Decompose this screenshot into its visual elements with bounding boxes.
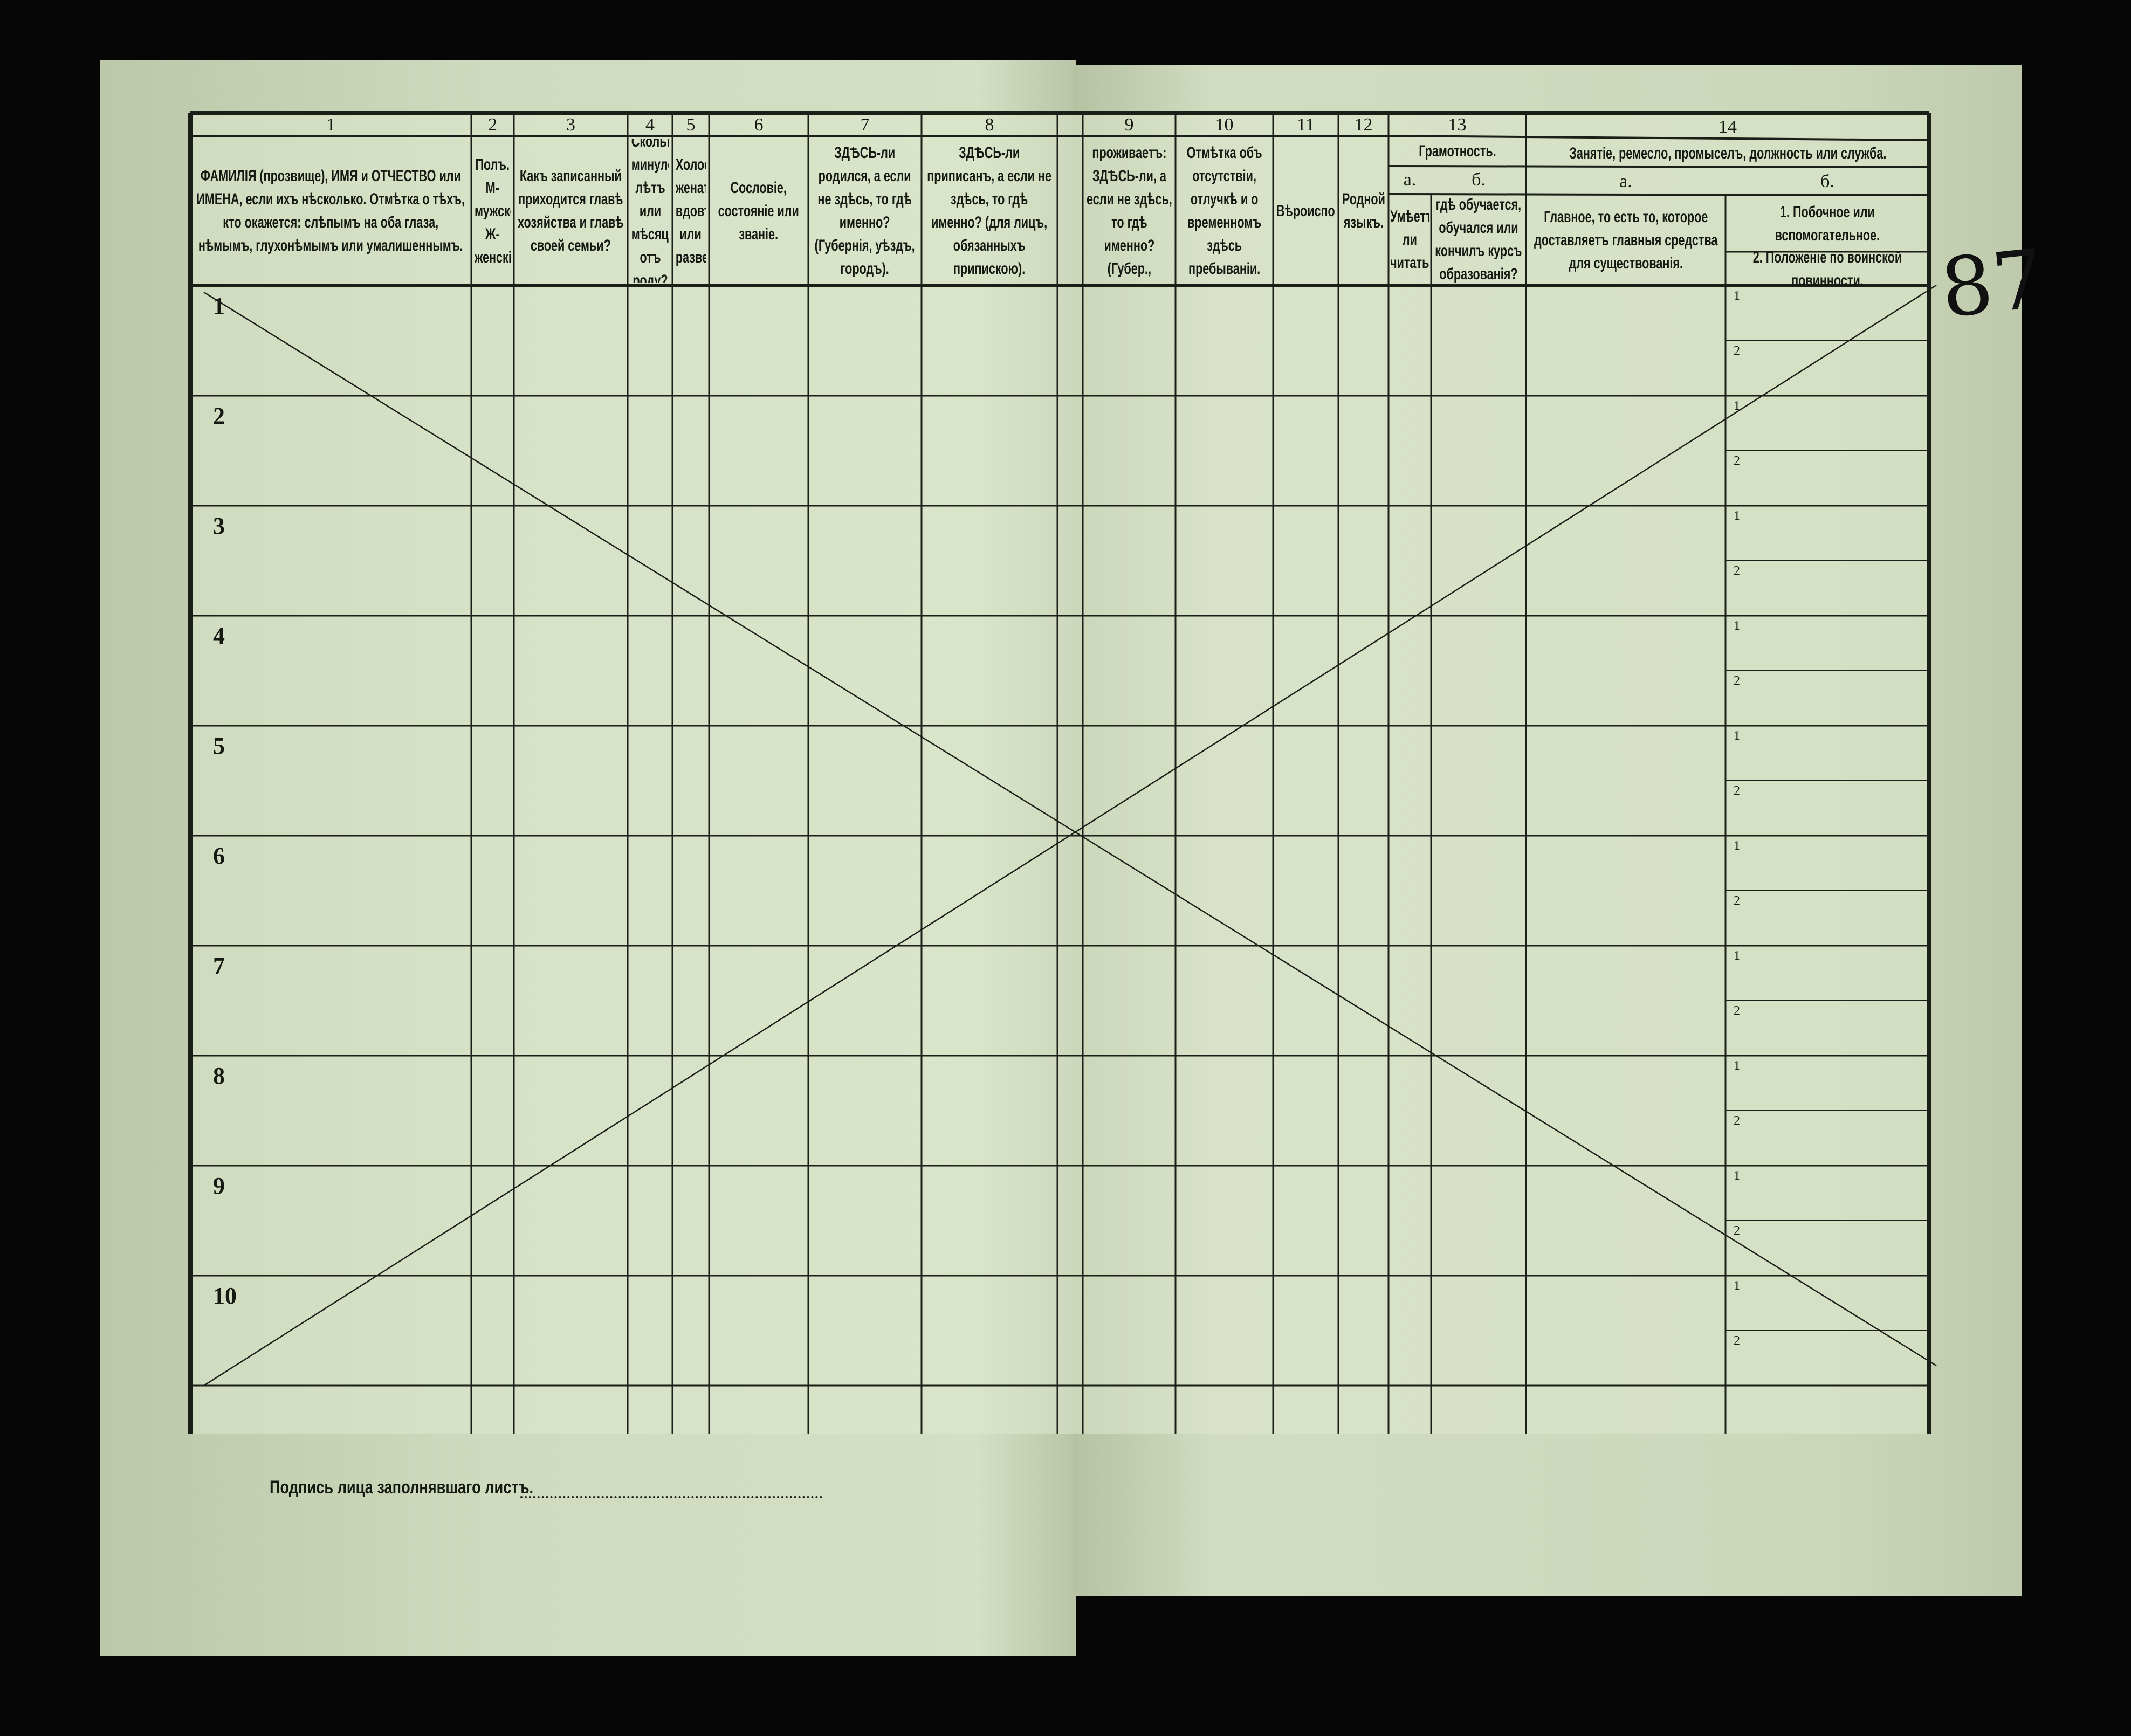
row-sub-label-2: 2 xyxy=(1734,894,1740,908)
row-sub-label-1: 1 xyxy=(1734,949,1740,963)
row-sub-label-1: 1 xyxy=(1734,1169,1740,1183)
row-number: 9 xyxy=(213,1173,225,1199)
column-header-3: Какъ записанный приходится главѣ хозяйст… xyxy=(517,139,624,283)
row-sub-label-2: 2 xyxy=(1734,1334,1740,1348)
column-number-13: 13 xyxy=(1448,115,1467,135)
handwritten-sheet-number: 87 xyxy=(1936,232,2049,336)
row-sub-label-2: 2 xyxy=(1734,674,1740,688)
row-number: 1 xyxy=(213,293,225,319)
row-number: 3 xyxy=(213,513,225,539)
column-header-9: Гдѣ обыкновенно проживаетъ: ЗДѢСЬ-ли, а … xyxy=(1086,139,1172,283)
column-header-10: Отмѣтка объ отсутствіи, отлучкѣ и о врем… xyxy=(1179,139,1270,283)
row-number: 6 xyxy=(213,843,225,869)
column-header-14b2: 2. Положеніе по воинской повинности. xyxy=(1728,252,1927,286)
column-header-11-text: Вѣроисповѣданіе. xyxy=(1276,202,1335,220)
column-header-5: Холостъ, женатъ, вдовъ или разведенъ. xyxy=(676,139,706,283)
census-table xyxy=(190,113,1929,1434)
signature-line[interactable] xyxy=(520,1496,822,1498)
row-sub-label-1: 1 xyxy=(1734,509,1740,523)
column-header-13a-text: Умѣетъ-ли читать? xyxy=(1390,207,1429,272)
column-header-14b1: 1. Побочное или вспомогательное. xyxy=(1728,196,1927,252)
row-number: 10 xyxy=(213,1283,237,1309)
cancel-cross-line xyxy=(203,291,1937,1367)
column-13a-label: а. xyxy=(1403,170,1417,190)
row-sub-label-1: 1 xyxy=(1734,619,1740,633)
row-sub-label-1: 1 xyxy=(1734,839,1740,853)
column-number-14: 14 xyxy=(1718,117,1737,137)
row-sub-label-1: 1 xyxy=(1734,1059,1740,1073)
row-number: 8 xyxy=(213,1063,225,1089)
column-header-14-title-text: Занятіе, ремесло, промыселъ, должность и… xyxy=(1569,144,1887,162)
column-header-8: ЗДѢСЬ-ли приписанъ, а если не здѣсь, то … xyxy=(925,139,1054,283)
column-header-8-text: ЗДѢСЬ-ли приписанъ, а если не здѣсь, то … xyxy=(927,144,1052,278)
column-number-4: 4 xyxy=(645,115,655,135)
column-header-4-text: Сколько минуло лѣтъ или мѣсяцевъ отъ род… xyxy=(631,139,669,283)
header-group-line xyxy=(1388,165,1930,168)
row-number: 5 xyxy=(213,733,225,759)
column-header-2: Полъ. М-мужской. Ж-женскій. xyxy=(475,139,511,283)
column-number-7: 7 xyxy=(860,115,870,135)
column-number-12: 12 xyxy=(1354,115,1373,135)
column-header-5-text: Холостъ, женатъ, вдовъ или разведенъ. xyxy=(676,155,706,266)
column-number-2: 2 xyxy=(488,115,497,135)
column-number-9: 9 xyxy=(1124,115,1134,135)
column-13b-label: б. xyxy=(1472,170,1486,190)
signature-label: Подпись лица заполнявшаго листъ. xyxy=(270,1477,534,1498)
column-header-13-title: Грамотность. xyxy=(1388,136,1526,166)
column-header-14b2-text: 2. Положеніе по воинской повинности. xyxy=(1752,252,1902,286)
column-header-10-text: Отмѣтка объ отсутствіи, отлучкѣ и о врем… xyxy=(1186,144,1262,278)
row-sub-label-1: 1 xyxy=(1734,399,1740,413)
row-number: 2 xyxy=(213,403,225,429)
column-number-11: 11 xyxy=(1297,115,1315,135)
column-header-14-title: Занятіе, ремесло, промыселъ, должность и… xyxy=(1531,139,1924,167)
column-header-14b1-text: 1. Побочное или вспомогательное. xyxy=(1775,203,1880,244)
column-number-1: 1 xyxy=(326,115,335,135)
column-header-12: Родной языкъ. xyxy=(1342,139,1385,283)
column-number-10: 10 xyxy=(1215,115,1234,135)
row-sub-label-2: 2 xyxy=(1734,344,1740,358)
column-header-13-title-text: Грамотность. xyxy=(1418,142,1496,160)
column-header-12-text: Родной языкъ. xyxy=(1342,190,1385,231)
column-number-6: 6 xyxy=(754,115,764,135)
row-sub-label-2: 2 xyxy=(1734,1224,1740,1238)
column-header-3-text: Какъ записанный приходится главѣ хозяйст… xyxy=(518,167,624,254)
column-header-14a-text: Главное, то есть то, которое доставляетъ… xyxy=(1534,208,1718,272)
column-header-14a: Главное, то есть то, которое доставляетъ… xyxy=(1530,196,1721,284)
row-number: 4 xyxy=(213,623,225,649)
column-14a-label: а. xyxy=(1619,171,1632,191)
header-sub-line xyxy=(1388,193,1930,196)
row-sub-label-1: 1 xyxy=(1734,729,1740,743)
header-number-line xyxy=(1388,135,1930,141)
column-header-6-text: Сословіе, состояніе или званіе. xyxy=(718,178,800,243)
row-number: 7 xyxy=(213,953,225,979)
column-header-7: ЗДѢСЬ-ли родился, а если не здѣсь, то гд… xyxy=(812,139,918,283)
column-header-2-text: Полъ. М-мужской. Ж-женскій. xyxy=(475,155,511,266)
column-header-13b-text: гдѣ обучается, обучался или кончилъ курс… xyxy=(1435,196,1522,283)
column-number-3: 3 xyxy=(566,115,575,135)
column-header-7-text: ЗДѢСЬ-ли родился, а если не здѣсь, то гд… xyxy=(815,144,915,278)
row-sub-label-2: 2 xyxy=(1734,1114,1740,1128)
row-sub-label-2: 2 xyxy=(1734,784,1740,798)
column-header-1: ФАМИЛІЯ (прозвище), ИМЯ и ОТЧЕСТВО или И… xyxy=(194,139,468,283)
cancel-cross-line xyxy=(203,284,1937,1387)
column-header-9-text: Гдѣ обыкновенно проживаетъ: ЗДѢСЬ-ли, а … xyxy=(1086,144,1172,278)
row-sub-label-2: 2 xyxy=(1734,1004,1740,1018)
column-header-13b: гдѣ обучается, обучался или кончилъ курс… xyxy=(1433,195,1524,284)
column-header-11: Вѣроисповѣданіе. xyxy=(1276,139,1335,283)
column-header-1-text: ФАМИЛІЯ (прозвище), ИМЯ и ОТЧЕСТВО или И… xyxy=(196,167,465,254)
row-sub-label-2: 2 xyxy=(1734,564,1740,578)
column-header-13a: Умѣетъ-ли читать? xyxy=(1390,195,1429,284)
column-14b-label: б. xyxy=(1820,171,1834,191)
row-sub-label-1: 1 xyxy=(1734,289,1740,303)
column-number-5: 5 xyxy=(686,115,696,135)
column-header-4: Сколько минуло лѣтъ или мѣсяцевъ отъ род… xyxy=(631,139,669,283)
column-header-6: Сословіе, состояніе или званіе. xyxy=(712,139,805,283)
row-sub-label-2: 2 xyxy=(1734,454,1740,468)
row-sub-label-1: 1 xyxy=(1734,1279,1740,1293)
column-number-8: 8 xyxy=(985,115,994,135)
